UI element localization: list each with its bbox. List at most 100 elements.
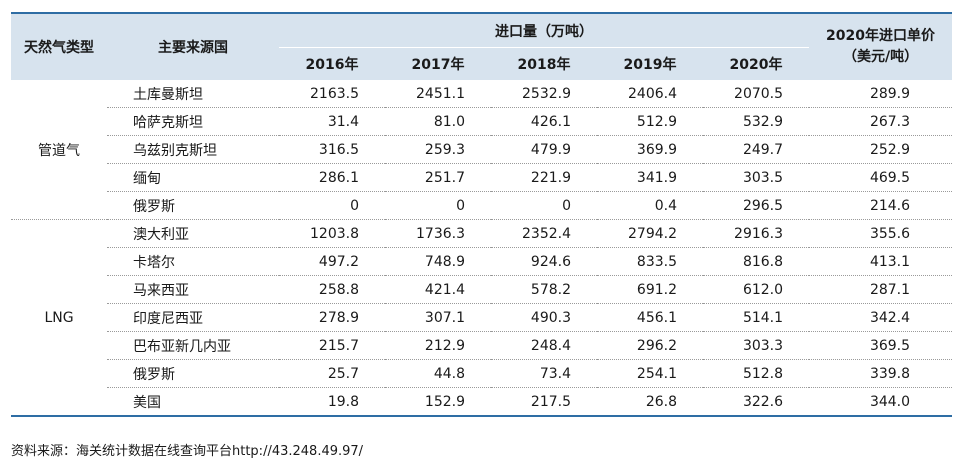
volume-cell: 1736.3: [385, 219, 491, 248]
header-year: 2020年: [703, 47, 810, 80]
volume-cell: 341.9: [597, 163, 703, 192]
table-row: LNG 澳大利亚 1203.8 1736.3 2352.4 2794.2 2916.3 355…: [11, 219, 953, 417]
source-note: 资料来源：海关统计数据在线查询平台http://43.248.49.97/: [11, 444, 364, 459]
country-cell: 俄罗斯: [107, 359, 279, 388]
volume-cell: 152.9: [424, 393, 465, 410]
header-gas-type: 天然气类型: [11, 13, 107, 80]
volume-cell: 2163.5: [279, 80, 385, 108]
price-cell: 469.5: [809, 163, 953, 192]
table-row: 俄罗斯 25.7 44.8 73.4 254.1 512.8 339.8: [11, 359, 953, 388]
header-unit-price-line1: 2020年进口单价: [826, 28, 936, 44]
volume-cell: 296.5: [703, 191, 810, 220]
price-cell: 413.1: [809, 247, 953, 276]
table-row: 巴布亚新几内亚 215.7 212.9 248.4 296.2 303.3 369.5: [11, 331, 953, 360]
volume-cell: 1203.8: [279, 219, 385, 248]
volume-cell: 322.6: [742, 393, 784, 410]
volume-cell: 248.4: [491, 331, 597, 360]
country-cell: 缅甸: [107, 163, 279, 192]
volume-cell: 691.2: [597, 275, 703, 304]
header-import-volume: 进口量（万吨）: [279, 13, 810, 48]
volume-cell: 490.3: [491, 303, 597, 332]
header-source-country: 主要来源国: [107, 13, 279, 80]
volume-cell: 421.4: [385, 275, 491, 304]
table-row: 卡塔尔 497.2 748.9 924.6 833.5 816.8 413.1: [11, 247, 953, 276]
volume-cell: 833.5: [597, 247, 703, 276]
volume-cell: 512.8: [703, 359, 810, 388]
header-year: 2018年: [491, 47, 597, 80]
volume-cell: 215.7: [279, 331, 385, 360]
volume-cell: 748.9: [385, 247, 491, 276]
header-unit-price-line2: （美元/吨）: [842, 49, 919, 65]
volume-cell: 2532.9: [491, 80, 597, 108]
country-cell: 哈萨克斯坦: [107, 107, 279, 136]
volume-cell: 25.7: [279, 359, 385, 388]
volume-cell: 2070.5: [703, 80, 810, 108]
volume-cell: 212.9: [385, 331, 491, 360]
volume-cell: 514.1: [703, 303, 810, 332]
volume-cell: 19.8: [327, 393, 359, 410]
table-row: 哈萨克斯坦 31.4 81.0 426.1 512.9 532.9 267.3: [11, 107, 953, 136]
table-row: 美国 19.8 152.9 217.5 26.8 322.6 344.0: [11, 388, 952, 417]
volume-cell: 258.8: [279, 275, 385, 304]
price-cell: 355.6: [809, 219, 953, 248]
volume-cell: 426.1: [491, 107, 597, 136]
gas-type-cell: LNG: [11, 219, 107, 417]
table-row: 缅甸 286.1 251.7 221.9 341.9 303.5 469.5: [11, 163, 953, 192]
volume-cell: 303.3: [703, 331, 810, 360]
volume-cell: 251.7: [385, 163, 491, 192]
volume-cell: 0: [279, 191, 385, 220]
volume-cell: 532.9: [703, 107, 810, 136]
volume-cell: 81.0: [385, 107, 491, 136]
volume-cell: 2794.2: [597, 219, 703, 248]
price-cell: 252.9: [809, 135, 953, 164]
volume-cell: 2352.4: [491, 219, 597, 248]
country-cell: 马来西亚: [107, 275, 279, 304]
volume-cell: 512.9: [597, 107, 703, 136]
volume-cell: 456.1: [597, 303, 703, 332]
price-cell: 214.6: [809, 191, 953, 220]
volume-cell: 0.4: [597, 191, 703, 220]
table-body: 管道气 土库曼斯坦 2163.5 2451.1 2532.9 2406.4 2070.5 28…: [11, 80, 953, 417]
table-header: 天然气类型 主要来源国 进口量（万吨） 2020年进口单价 （美元/吨） 201…: [11, 13, 953, 80]
volume-cell: 44.8: [385, 359, 491, 388]
country-cell: 卡塔尔: [107, 247, 279, 276]
table-row: 俄罗斯 0 0 0 0.4 296.5 214.6: [11, 191, 953, 220]
volume-cell: 73.4: [491, 359, 597, 388]
volume-cell: 307.1: [385, 303, 491, 332]
table-row: 管道气 土库曼斯坦 2163.5 2451.1 2532.9 2406.4 2070.5 28…: [11, 80, 953, 220]
volume-cell: 369.9: [597, 135, 703, 164]
gas-import-table-container: 天然气类型 主要来源国 进口量（万吨） 2020年进口单价 （美元/吨） 201…: [11, 12, 953, 417]
volume-cell: 278.9: [279, 303, 385, 332]
volume-cell: 816.8: [703, 247, 810, 276]
volume-cell: 0: [491, 191, 597, 220]
table-row: 马来西亚 258.8 421.4 578.2 691.2 612.0 287.1: [11, 275, 953, 304]
country-cell: 澳大利亚: [107, 219, 279, 248]
table-row: 乌兹别克斯坦 316.5 259.3 479.9 369.9 249.7 252.9: [11, 135, 953, 164]
header-unit-price: 2020年进口单价 （美元/吨）: [809, 13, 953, 80]
price-cell: 339.8: [809, 359, 953, 388]
table-row: 印度尼西亚 278.9 307.1 490.3 456.1 514.1 342.4: [11, 303, 953, 332]
volume-cell: 221.9: [491, 163, 597, 192]
price-cell: 289.9: [809, 80, 953, 108]
country-cell: 巴布亚新几内亚: [107, 331, 279, 360]
volume-cell: 26.8: [645, 393, 677, 410]
price-cell: 342.4: [809, 303, 953, 332]
country-cell: 乌兹别克斯坦: [107, 135, 279, 164]
volume-cell: 31.4: [279, 107, 385, 136]
volume-cell: 578.2: [491, 275, 597, 304]
volume-cell: 612.0: [703, 275, 810, 304]
gas-import-table: 天然气类型 主要来源国 进口量（万吨） 2020年进口单价 （美元/吨） 201…: [11, 12, 953, 417]
volume-cell: 254.1: [597, 359, 703, 388]
volume-cell: 217.5: [530, 393, 571, 410]
volume-cell: 479.9: [491, 135, 597, 164]
volume-cell: 2451.1: [385, 80, 491, 108]
price-cell: 369.5: [809, 331, 953, 360]
volume-cell: 2406.4: [597, 80, 703, 108]
header-year: 2016年: [279, 47, 385, 80]
country-cell: 俄罗斯: [107, 191, 279, 220]
volume-cell: 303.5: [703, 163, 810, 192]
price-cell: 287.1: [809, 275, 953, 304]
volume-cell: 497.2: [279, 247, 385, 276]
volume-cell: 924.6: [491, 247, 597, 276]
country-cell: 土库曼斯坦: [107, 80, 279, 108]
